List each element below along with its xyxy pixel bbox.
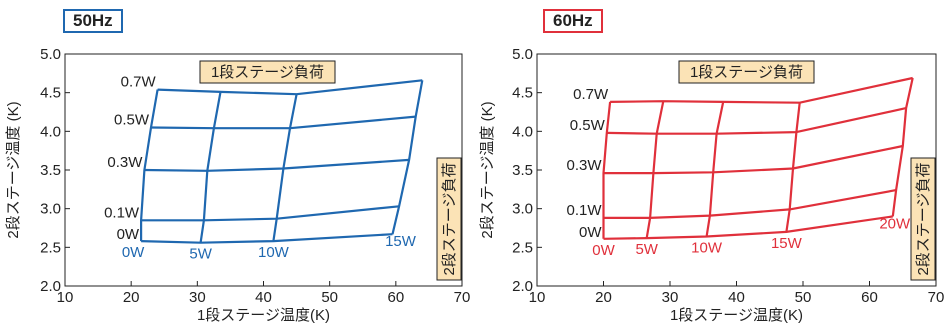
chart-60hz: 10 20 30 40 50 60 70 2.0 2.5 3.0 3.5 4.0 4.5 5.0 1段ステー… bbox=[479, 46, 945, 324]
first-stage-load-line-5W bbox=[645, 100, 665, 239]
y-tick-label: 2.0 bbox=[40, 278, 61, 295]
x-tick-label: 20 bbox=[123, 289, 140, 306]
x-tick-label: 70 bbox=[454, 289, 471, 306]
second-stage-load-annotation-box bbox=[436, 157, 462, 281]
first-stage-load-label: 15W bbox=[771, 235, 803, 252]
first-stage-load-line-10W bbox=[272, 93, 298, 242]
first-stage-load-line-15W bbox=[391, 80, 424, 235]
second-stage-load-label: 0.3W bbox=[107, 154, 143, 171]
x-tick-label: 60 bbox=[387, 289, 404, 306]
x-tick-label: 30 bbox=[189, 289, 206, 306]
second-stage-load-line-0.7W bbox=[610, 76, 913, 104]
first-stage-load-label: 0W bbox=[122, 244, 145, 261]
first-stage-load-line-0W bbox=[602, 101, 612, 239]
second-stage-load-label: 0.5W bbox=[570, 117, 606, 134]
x-tick-label: 40 bbox=[255, 289, 272, 306]
second-stage-load-line-0.3W bbox=[144, 158, 410, 172]
x-tick-label: 10 bbox=[57, 289, 74, 306]
second-stage-load-label: 0W bbox=[579, 224, 602, 241]
chart-50hz: 10 20 30 40 50 60 70 2.0 2.5 3.0 3.5 4.0 4.5 5.0 1段ステー… bbox=[5, 46, 471, 324]
x-tick-label: 10 bbox=[529, 289, 546, 306]
second-stage-load-label: 0.3W bbox=[566, 157, 602, 174]
x-tick-label: 70 bbox=[928, 289, 945, 306]
first-stage-load-line-0W bbox=[140, 89, 159, 242]
first-stage-load-label: 0W bbox=[592, 242, 615, 259]
first-stage-load-line-5W bbox=[199, 91, 222, 243]
first-stage-load-label: 10W bbox=[258, 244, 290, 261]
chart-title-badge: 60Hz bbox=[543, 9, 603, 33]
second-stage-load-line-0.7W bbox=[157, 79, 423, 96]
x-tick-label: 20 bbox=[595, 289, 612, 306]
second-stage-load-label: 0.1W bbox=[104, 204, 140, 221]
y-axis-label: 2段ステージ温度 (K) bbox=[479, 101, 496, 238]
x-axis-label: 1段ステージ温度(K) bbox=[670, 307, 803, 324]
first-stage-load-label: 5W bbox=[189, 246, 212, 263]
y-tick-label: 4.0 bbox=[512, 123, 533, 140]
second-stage-load-line-0.5W bbox=[606, 107, 907, 135]
first-stage-load-line-15W bbox=[785, 102, 801, 233]
y-tick-label: 4.5 bbox=[40, 85, 61, 102]
second-stage-load-line-0.5W bbox=[150, 115, 416, 130]
second-stage-load-line-0.3W bbox=[603, 144, 904, 175]
second-stage-load-line-0W bbox=[603, 215, 893, 240]
y-tick-label: 3.0 bbox=[40, 201, 61, 218]
x-tick-label: 30 bbox=[662, 289, 679, 306]
first-stage-load-annotation-box bbox=[678, 60, 815, 84]
y-tick-label: 3.0 bbox=[512, 201, 533, 218]
y-tick-label: 4.5 bbox=[512, 85, 533, 102]
first-stage-load-label: 5W bbox=[635, 241, 658, 258]
y-tick-label: 2.5 bbox=[40, 239, 61, 256]
second-stage-load-label: 0W bbox=[117, 226, 140, 243]
chart-panel-50hz: 50Hz 10 20 30 40 50 60 70 2.0 2.5 3.0 3.5 4.0 4.5 5.0… bbox=[0, 0, 473, 326]
y-tick-label: 5.0 bbox=[40, 46, 61, 63]
second-stage-load-annotation: 2段ステージ負荷 bbox=[915, 162, 932, 275]
y-tick-label: 5.0 bbox=[512, 46, 533, 63]
first-stage-load-annotation-box bbox=[199, 60, 336, 84]
second-stage-load-label: 0.5W bbox=[114, 111, 150, 128]
x-tick-label: 40 bbox=[728, 289, 745, 306]
first-stage-load-annotation: 1段ステージ負荷 bbox=[211, 64, 324, 81]
second-stage-load-annotation: 2段ステージ負荷 bbox=[441, 162, 458, 275]
second-stage-load-line-0.1W bbox=[603, 189, 897, 219]
y-tick-label: 3.5 bbox=[512, 162, 533, 179]
chart-panel-60hz: 60Hz 10 20 30 40 50 60 70 2.0 2.5 3.0 3.5 4.0 4.5 5.0… bbox=[474, 0, 947, 326]
first-stage-load-line-10W bbox=[705, 101, 725, 237]
x-tick-label: 50 bbox=[795, 289, 812, 306]
y-axis-label: 2段ステージ温度 (K) bbox=[5, 101, 22, 238]
first-stage-load-label: 10W bbox=[691, 240, 723, 257]
x-tick-label: 50 bbox=[321, 289, 338, 306]
y-tick-label: 4.0 bbox=[40, 123, 61, 140]
second-stage-load-label: 0.1W bbox=[566, 202, 602, 219]
second-stage-load-label: 0.7W bbox=[573, 86, 609, 103]
second-stage-load-line-0W bbox=[141, 233, 393, 244]
first-stage-load-label: 15W bbox=[385, 233, 417, 250]
second-stage-load-label: 0.7W bbox=[121, 74, 157, 91]
x-axis-label: 1段ステージ温度(K) bbox=[197, 307, 330, 324]
first-stage-load-label: 20W bbox=[879, 215, 911, 232]
y-tick-label: 2.0 bbox=[512, 278, 533, 295]
x-tick-label: 60 bbox=[861, 289, 878, 306]
first-stage-load-annotation: 1段ステージ負荷 bbox=[690, 64, 803, 81]
chart-title-badge: 50Hz bbox=[63, 9, 123, 33]
y-tick-label: 3.5 bbox=[40, 162, 61, 179]
first-stage-load-line-20W bbox=[891, 77, 914, 217]
second-stage-load-line-0.1W bbox=[141, 205, 400, 222]
second-stage-load-annotation-box bbox=[910, 157, 936, 281]
y-tick-label: 2.5 bbox=[512, 239, 533, 256]
